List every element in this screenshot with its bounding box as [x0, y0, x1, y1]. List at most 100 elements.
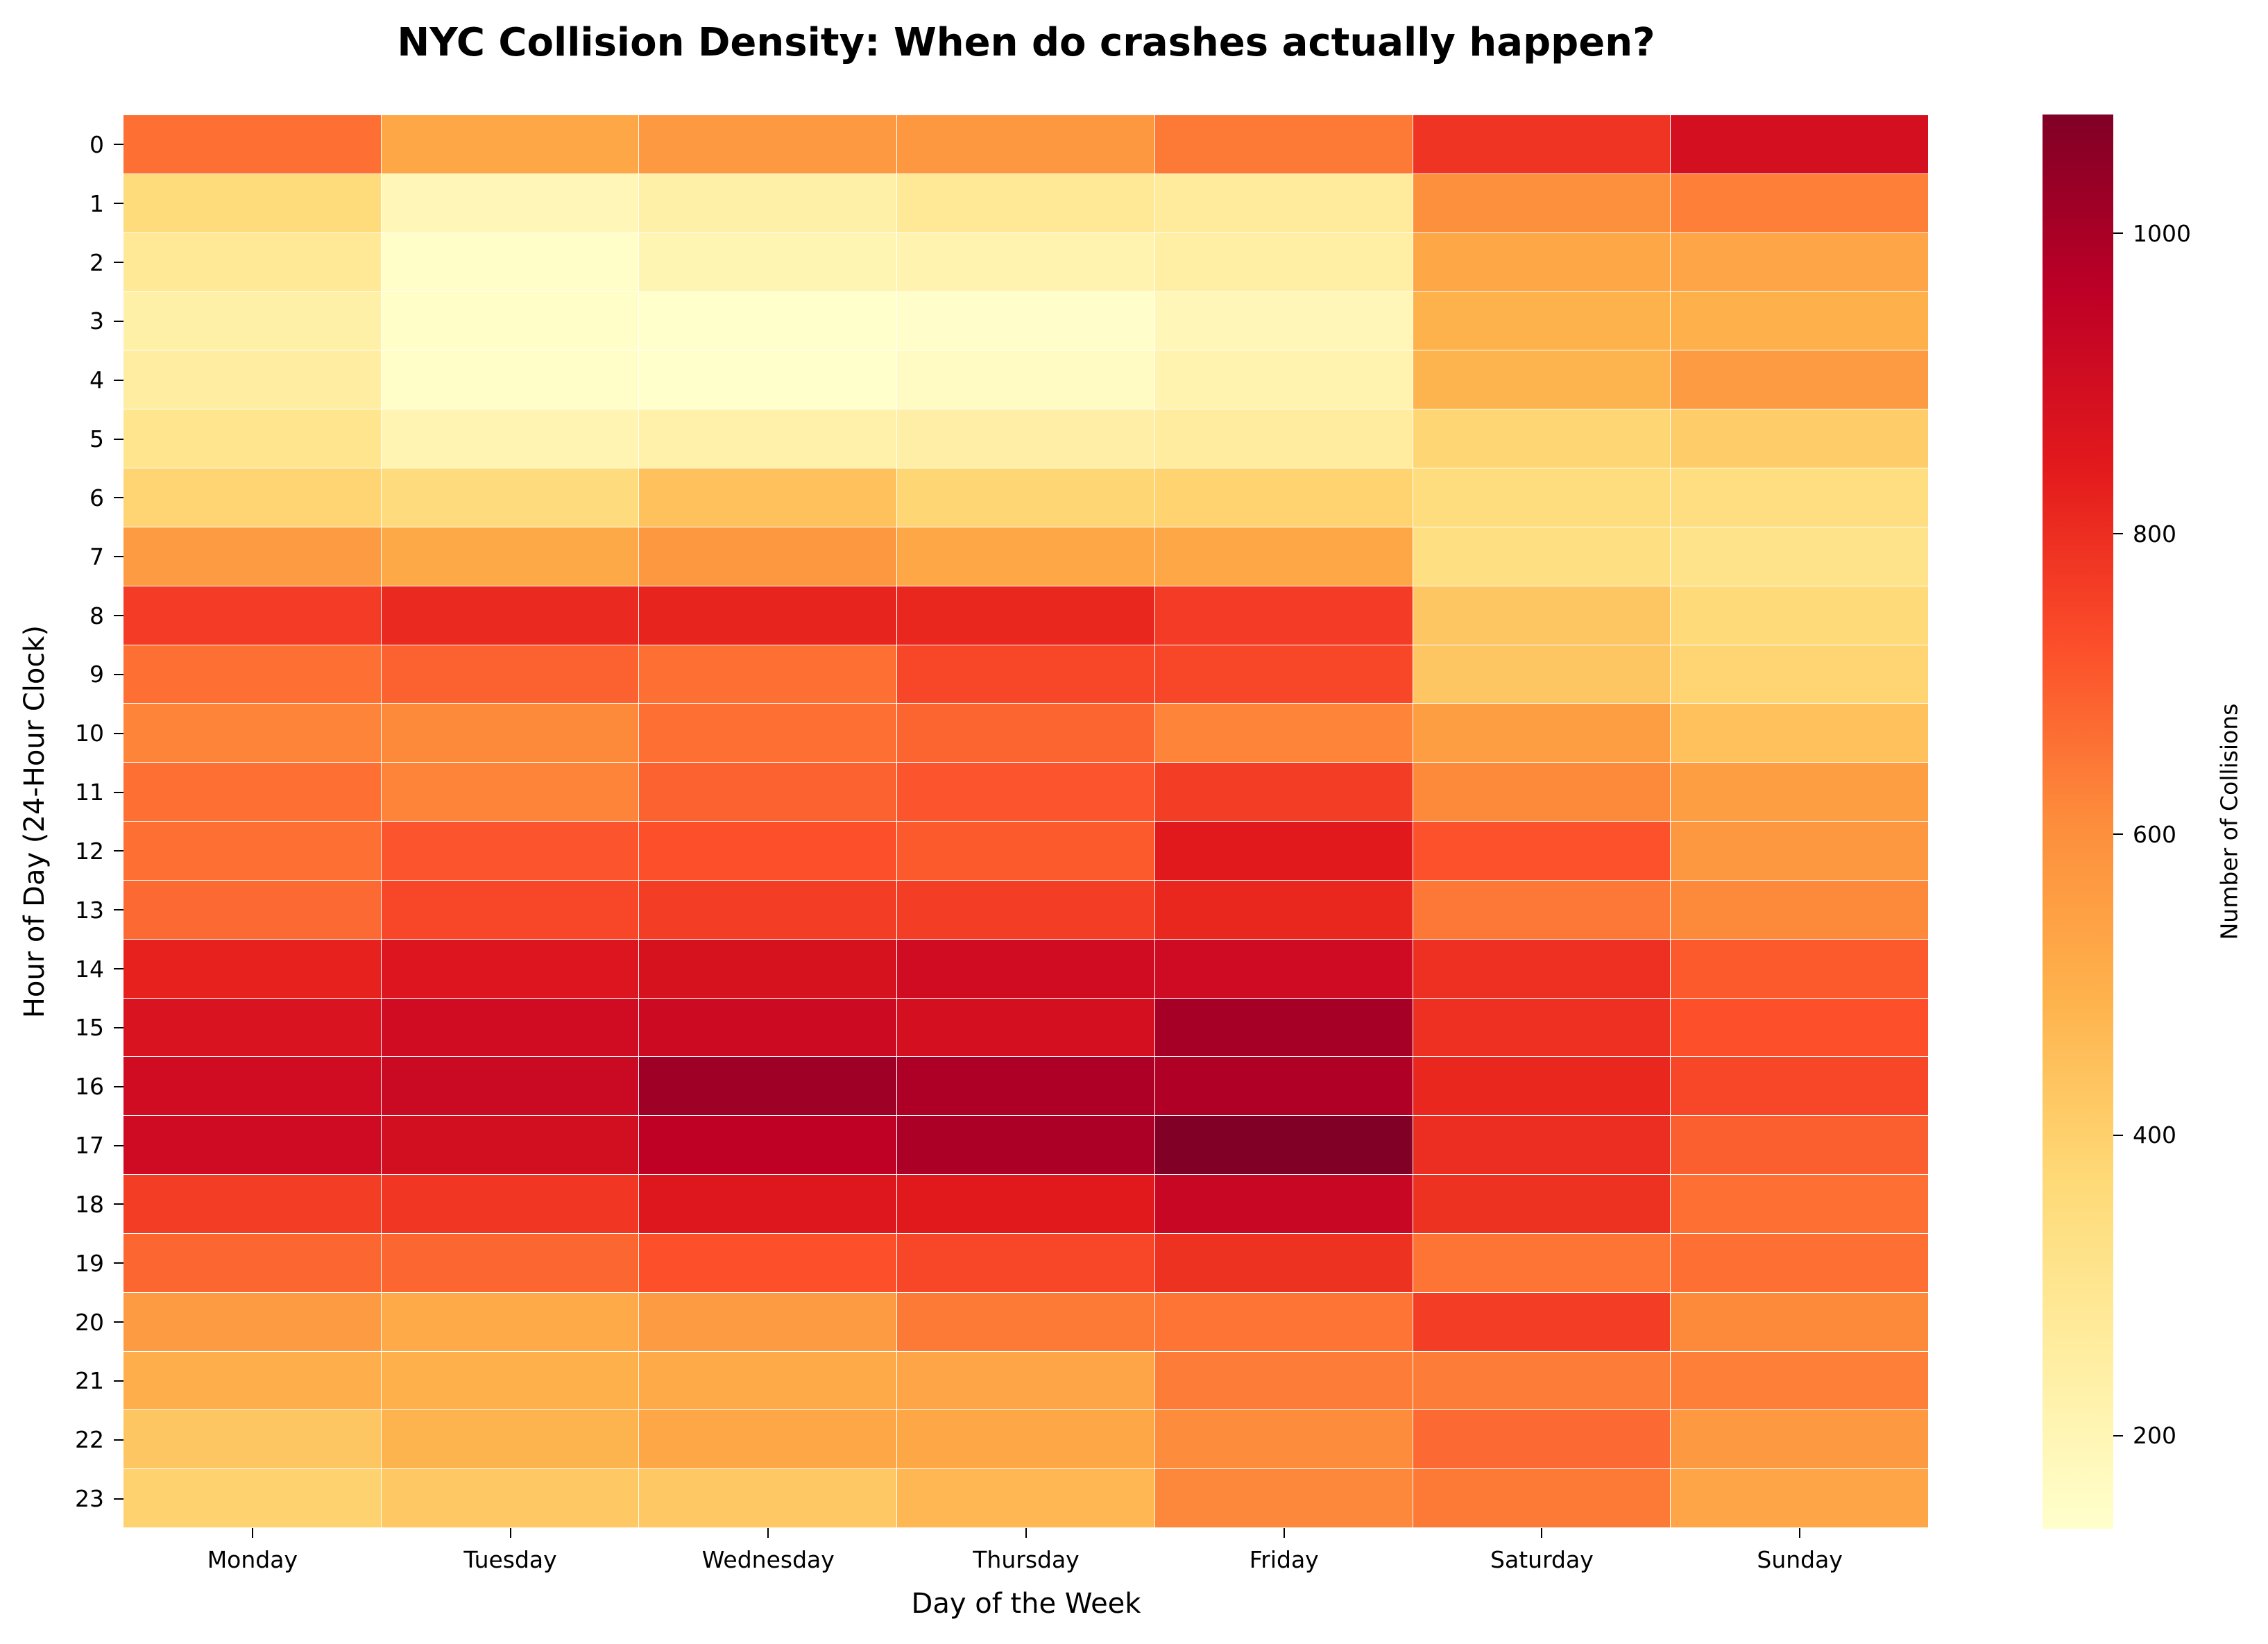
- colorbar-tick-label: 1000: [2133, 219, 2191, 247]
- heatmap-cell: [1154, 645, 1413, 704]
- y-tick-label: 1: [89, 189, 104, 217]
- y-tick-label: 13: [75, 896, 104, 924]
- heatmap-cell: [123, 291, 382, 351]
- heatmap-cell: [1413, 1469, 1671, 1528]
- tick-mark: [114, 1380, 123, 1382]
- heatmap-cell: [1413, 232, 1671, 292]
- heatmap-cell: [897, 998, 1155, 1058]
- heatmap-cell: [1671, 1233, 1929, 1293]
- x-tick-label: Saturday: [1490, 1546, 1594, 1573]
- heatmap-cell: [1154, 115, 1413, 174]
- heatmap-cell: [381, 232, 640, 292]
- heatmap-cell: [123, 998, 382, 1058]
- tick-mark: [2113, 232, 2123, 235]
- heatmap-cell: [639, 527, 898, 586]
- heatmap-cell: [1413, 822, 1671, 881]
- heatmap-cell: [1671, 527, 1929, 586]
- heatmap-cell: [123, 1292, 382, 1352]
- heatmap-cell: [381, 1116, 640, 1175]
- heatmap-cell: [381, 1057, 640, 1117]
- tick-mark: [114, 556, 123, 558]
- heatmap-cell: [123, 1351, 382, 1411]
- x-tick: Thursday: [897, 1528, 1155, 1573]
- colorbar-tick-label: 800: [2133, 520, 2176, 548]
- y-tick-label: 9: [89, 661, 104, 688]
- y-tick: 15: [0, 999, 123, 1058]
- heatmap-cell: [123, 704, 382, 763]
- heatmap-cell: [1671, 468, 1929, 527]
- y-tick: 23: [0, 1469, 123, 1528]
- x-tick-label: Sunday: [1757, 1546, 1843, 1573]
- heatmap-cell: [639, 1233, 898, 1293]
- y-tick-label: 15: [75, 1014, 104, 1042]
- x-tick-label: Tuesday: [463, 1546, 557, 1573]
- y-tick-label: 6: [89, 484, 104, 511]
- heatmap-cell: [897, 1175, 1155, 1234]
- heatmap-cell: [1154, 1233, 1413, 1293]
- colorbar-tick: 400: [2113, 1121, 2176, 1149]
- heatmap-cell: [639, 232, 898, 292]
- heatmap-cell: [123, 115, 382, 174]
- colorbar-tick: 600: [2113, 820, 2176, 848]
- heatmap-cell: [1154, 1116, 1413, 1175]
- heatmap-cell: [123, 822, 382, 881]
- tick-mark: [1025, 1528, 1027, 1538]
- heatmap-cell: [1671, 822, 1929, 881]
- tick-mark: [509, 1528, 511, 1538]
- y-tick: 4: [0, 350, 123, 409]
- tick-mark: [114, 791, 123, 793]
- y-tick-label: 16: [75, 1073, 104, 1101]
- heatmap-cell: [1413, 173, 1671, 233]
- y-tick-label: 0: [89, 130, 104, 158]
- heatmap-cell: [1671, 586, 1929, 645]
- heatmap-cell: [639, 350, 898, 410]
- y-tick: 16: [0, 1057, 123, 1116]
- tick-mark: [2113, 1134, 2123, 1136]
- heatmap-cell: [1413, 1233, 1671, 1293]
- x-tick: Tuesday: [382, 1528, 640, 1573]
- x-tick-label: Thursday: [973, 1546, 1080, 1573]
- y-tick: 6: [0, 468, 123, 527]
- tick-mark: [767, 1528, 769, 1538]
- tick-mark: [114, 1321, 123, 1323]
- heatmap-cell: [123, 1175, 382, 1234]
- heatmap-cell: [639, 880, 898, 940]
- heatmap-cell: [1413, 350, 1671, 410]
- colorbar-tick-label: 400: [2133, 1121, 2176, 1149]
- heatmap-cell: [1413, 527, 1671, 586]
- heatmap-cell: [1413, 1410, 1671, 1470]
- heatmap-cell: [639, 409, 898, 468]
- heatmap-cell: [639, 468, 898, 527]
- x-tick: Friday: [1155, 1528, 1413, 1573]
- heatmap-cell: [381, 880, 640, 940]
- colorbar-tick: 200: [2113, 1422, 2176, 1450]
- heatmap-cell: [1671, 704, 1929, 763]
- heatmap-cell: [123, 1469, 382, 1528]
- tick-mark: [114, 1085, 123, 1087]
- heatmap-cell: [1154, 232, 1413, 292]
- heatmap-cell: [381, 939, 640, 999]
- y-tick-label: 4: [89, 366, 104, 394]
- heatmap-cell: [381, 1233, 640, 1293]
- heatmap-cell: [897, 1292, 1155, 1352]
- heatmap-cell: [123, 645, 382, 704]
- heatmap-cell: [381, 822, 640, 881]
- tick-mark: [114, 497, 123, 499]
- heatmap-cell: [123, 1410, 382, 1470]
- y-tick: 8: [0, 586, 123, 645]
- tick-mark: [114, 1262, 123, 1264]
- heatmap-cell: [897, 409, 1155, 468]
- colorbar-label: Number of Collisions: [2215, 703, 2243, 940]
- tick-mark: [114, 1498, 123, 1500]
- heatmap-cell: [639, 1292, 898, 1352]
- y-tick: 7: [0, 527, 123, 586]
- heatmap-cell: [381, 1410, 640, 1470]
- heatmap-cell: [897, 880, 1155, 940]
- heatmap-cell: [123, 763, 382, 822]
- tick-mark: [114, 203, 123, 205]
- heatmap-cell: [123, 1116, 382, 1175]
- y-tick: 14: [0, 940, 123, 999]
- tick-mark: [114, 673, 123, 675]
- heatmap-cell: [1154, 468, 1413, 527]
- heatmap-grid: [123, 115, 1929, 1528]
